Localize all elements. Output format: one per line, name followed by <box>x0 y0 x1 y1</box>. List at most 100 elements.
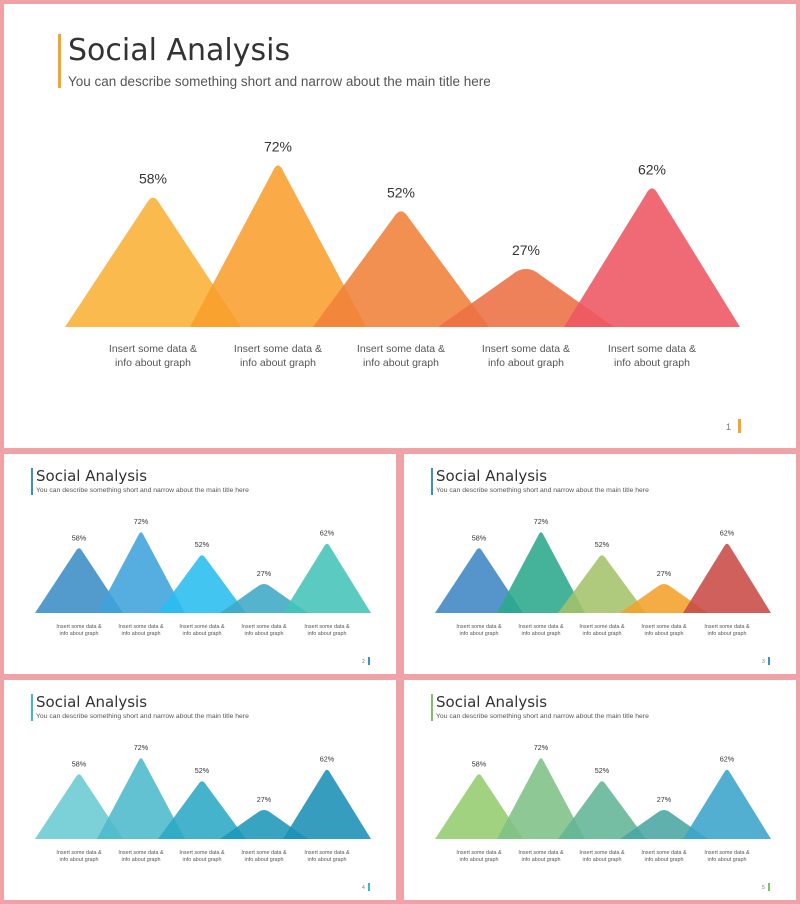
peak-2 <box>190 165 366 327</box>
category-label-3-line-2: info about graph <box>583 857 622 863</box>
category-label-4-line-1: Insert some data & <box>482 343 570 355</box>
value-label-3: 52% <box>387 184 415 200</box>
peak-3 <box>558 555 646 613</box>
peak-2 <box>497 532 585 613</box>
category-label-2-line-2: info about graph <box>522 631 561 637</box>
slide-title: Social Analysis <box>68 33 291 68</box>
category-label-4-line-2: info about graph <box>488 357 564 369</box>
category-label-4-line-1: Insert some data & <box>641 624 687 630</box>
peak-chart: 58%Insert some data &info about graph72%… <box>435 743 771 863</box>
category-label-1-line-2: info about graph <box>60 631 99 637</box>
slide-5: Social Analysis You can describe somethin… <box>404 680 796 900</box>
category-label-3-line-1: Insert some data & <box>579 850 625 856</box>
category-label-1-line-2: info about graph <box>60 857 99 863</box>
category-label-2-line-1: Insert some data & <box>518 850 564 856</box>
category-label-4-line-2: info about graph <box>645 631 684 637</box>
category-label-5-line-1: Insert some data & <box>704 624 750 630</box>
category-label-3-line-2: info about graph <box>183 631 222 637</box>
category-label-2-line-2: info about graph <box>240 357 316 369</box>
category-label-4-line-2: info about graph <box>245 857 284 863</box>
peak-2 <box>97 758 185 839</box>
category-label-5-line-1: Insert some data & <box>704 850 750 856</box>
peak-2 <box>497 758 585 839</box>
category-label-2-line-1: Insert some data & <box>518 624 564 630</box>
category-label-1-line-2: info about graph <box>460 631 499 637</box>
title-accent-bar <box>431 694 433 721</box>
category-label-4-line-2: info about graph <box>645 857 684 863</box>
peak-5 <box>283 769 371 839</box>
slide-3: Social Analysis You can describe somethin… <box>404 454 796 674</box>
value-label-4: 27% <box>512 242 540 258</box>
page-number: 4 <box>362 885 365 891</box>
value-label-5: 62% <box>720 755 735 764</box>
category-label-1-line-1: Insert some data & <box>456 850 502 856</box>
value-label-3: 52% <box>595 766 610 775</box>
peak-5 <box>283 543 371 613</box>
page-number: 2 <box>362 659 365 665</box>
peak-5 <box>564 188 740 327</box>
slide-title: Social Analysis <box>36 693 148 711</box>
peak-chart: 58%Insert some data &info about graph72%… <box>35 517 371 637</box>
slide-title: Social Analysis <box>436 693 548 711</box>
peak-1 <box>435 548 523 613</box>
value-label-4: 27% <box>657 795 672 804</box>
peak-2 <box>97 532 185 613</box>
category-label-3-line-1: Insert some data & <box>357 343 445 355</box>
peak-1 <box>35 774 123 839</box>
page-number-bar <box>368 657 370 665</box>
page-number-bar <box>768 657 770 665</box>
value-label-5: 62% <box>320 529 335 538</box>
slide-subtitle: You can describe something short and nar… <box>436 487 649 494</box>
value-label-2: 72% <box>534 743 549 752</box>
slide-2: Social Analysis You can describe somethin… <box>4 454 396 674</box>
category-label-3-line-1: Insert some data & <box>179 624 225 630</box>
slide-4: Social Analysis You can describe somethin… <box>4 680 396 900</box>
peak-4 <box>220 809 308 839</box>
category-label-2-line-1: Insert some data & <box>118 850 164 856</box>
value-label-3: 52% <box>595 540 610 549</box>
value-label-3: 52% <box>195 766 210 775</box>
category-label-1-line-1: Insert some data & <box>109 343 197 355</box>
category-label-3-line-2: info about graph <box>183 857 222 863</box>
slide-title: Social Analysis <box>36 467 148 485</box>
peak-3 <box>158 781 246 839</box>
title-accent-bar <box>431 468 433 495</box>
peak-1 <box>65 197 241 327</box>
value-label-5: 62% <box>638 161 666 177</box>
value-label-1: 58% <box>72 759 87 768</box>
category-label-2-line-2: info about graph <box>522 857 561 863</box>
title-accent-bar <box>58 34 61 88</box>
peak-4 <box>220 583 308 613</box>
category-label-3-line-2: info about graph <box>363 357 439 369</box>
peak-1 <box>435 774 523 839</box>
category-label-5-line-2: info about graph <box>308 631 347 637</box>
page-number: 5 <box>762 885 765 891</box>
title-accent-bar <box>31 468 33 495</box>
value-label-4: 27% <box>257 795 272 804</box>
peak-5 <box>683 543 771 613</box>
value-label-2: 72% <box>134 743 149 752</box>
value-label-3: 52% <box>195 540 210 549</box>
category-label-3-line-1: Insert some data & <box>579 624 625 630</box>
category-label-5-line-2: info about graph <box>614 357 690 369</box>
value-label-2: 72% <box>264 138 292 154</box>
category-label-1-line-2: info about graph <box>460 857 499 863</box>
category-label-4-line-1: Insert some data & <box>641 850 687 856</box>
value-label-2: 72% <box>534 517 549 526</box>
peak-3 <box>158 555 246 613</box>
title-accent-bar <box>31 694 33 721</box>
category-label-3-line-2: info about graph <box>583 631 622 637</box>
category-label-2-line-1: Insert some data & <box>234 343 322 355</box>
page-number: 3 <box>762 659 765 665</box>
category-label-1-line-2: info about graph <box>115 357 191 369</box>
peak-chart: 58%Insert some data &info about graph72%… <box>435 517 771 637</box>
category-label-4-line-1: Insert some data & <box>241 850 287 856</box>
category-label-5-line-1: Insert some data & <box>304 624 350 630</box>
category-label-1-line-1: Insert some data & <box>56 624 102 630</box>
peak-4 <box>438 268 614 327</box>
value-label-1: 58% <box>472 759 487 768</box>
value-label-5: 62% <box>320 755 335 764</box>
peak-4 <box>620 809 708 839</box>
slide-subtitle: You can describe something short and nar… <box>36 487 249 494</box>
peak-chart: 58%Insert some data &info about graph72%… <box>35 743 371 863</box>
